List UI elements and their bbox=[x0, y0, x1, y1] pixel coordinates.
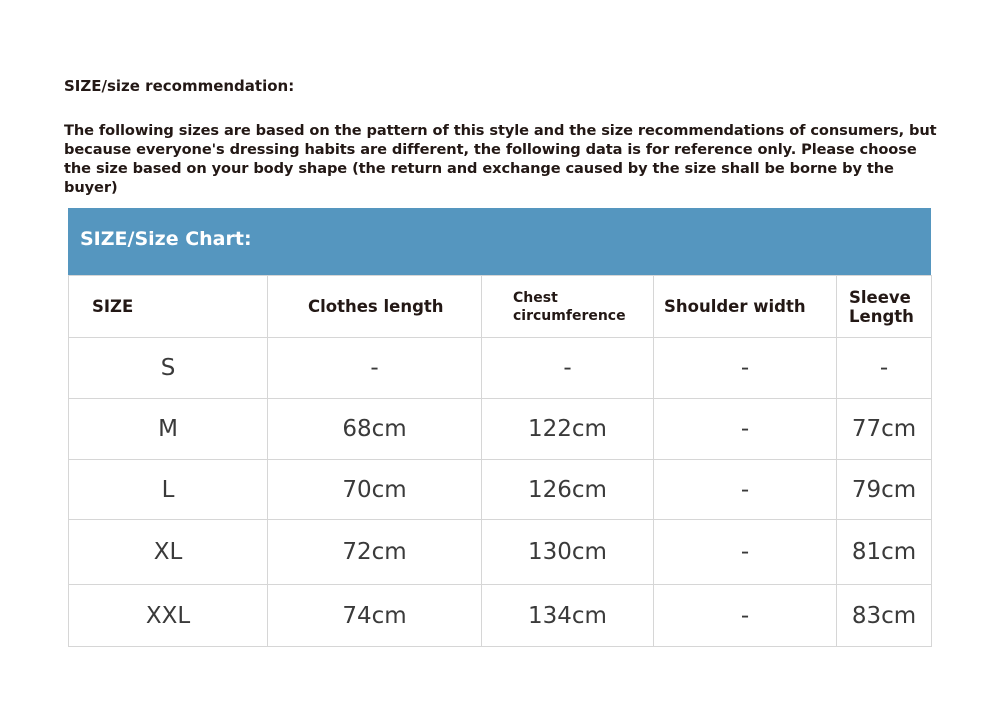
table-header-row: SIZE Clothes length Chest circumference … bbox=[68, 275, 932, 338]
cell-clothes-length: 74cm bbox=[267, 584, 482, 647]
cell-sleeve-length: 77cm bbox=[836, 398, 932, 460]
cell-chest: - bbox=[481, 337, 654, 399]
col-header-shoulder-width: Shoulder width bbox=[653, 275, 837, 338]
col-header-size: SIZE bbox=[68, 275, 268, 338]
cell-sleeve-length: 81cm bbox=[836, 519, 932, 585]
cell-clothes-length: 72cm bbox=[267, 519, 482, 585]
cell-chest: 134cm bbox=[481, 584, 654, 647]
cell-sleeve-length: - bbox=[836, 337, 932, 399]
cell-sleeve-length: 83cm bbox=[836, 584, 932, 647]
table-row: M 68cm 122cm -77cm bbox=[68, 398, 932, 460]
cell-shoulder-width: - bbox=[653, 584, 837, 647]
size-chart-title: SIZE/Size Chart: bbox=[68, 208, 931, 275]
col-header-sleeve-length: Sleeve Length bbox=[836, 275, 932, 338]
section-heading: SIZE/size recommendation: bbox=[64, 77, 295, 95]
cell-size: XL bbox=[68, 519, 268, 585]
size-chart-table: SIZE Clothes length Chest circumference … bbox=[68, 275, 932, 647]
table-row: XL 72cm 130cm -81cm bbox=[68, 519, 932, 585]
cell-chest: 126cm bbox=[481, 459, 654, 520]
table-row: S---- bbox=[68, 337, 932, 399]
cell-chest: 130cm bbox=[481, 519, 654, 585]
cell-clothes-length: 68cm bbox=[267, 398, 482, 460]
cell-sleeve-length: 79cm bbox=[836, 459, 932, 520]
col-header-chest: Chest circumference bbox=[481, 275, 654, 338]
cell-size: S bbox=[68, 337, 268, 399]
cell-size: M bbox=[68, 398, 268, 460]
cell-shoulder-width: - bbox=[653, 459, 837, 520]
intro-text: The following sizes are based on the pat… bbox=[64, 122, 937, 196]
col-header-clothes-length: Clothes length bbox=[267, 275, 482, 338]
cell-size: XXL bbox=[68, 584, 268, 647]
cell-clothes-length: - bbox=[267, 337, 482, 399]
cell-clothes-length: 70cm bbox=[267, 459, 482, 520]
table-row: L 70cm 126cm -79cm bbox=[68, 459, 932, 520]
cell-chest: 122cm bbox=[481, 398, 654, 460]
cell-shoulder-width: - bbox=[653, 398, 837, 460]
table-row: XXL 74cm 134cm -83cm bbox=[68, 584, 932, 647]
cell-shoulder-width: - bbox=[653, 337, 837, 399]
cell-shoulder-width: - bbox=[653, 519, 837, 585]
cell-size: L bbox=[68, 459, 268, 520]
